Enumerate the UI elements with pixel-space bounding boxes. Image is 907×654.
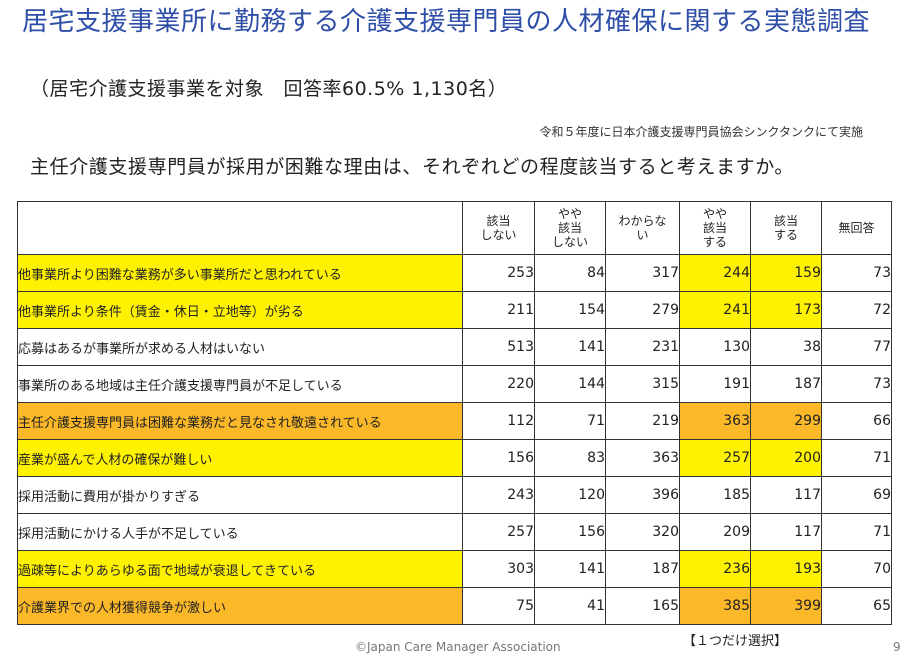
value-cell: 75	[462, 587, 535, 625]
row-label: 介護業界での人材獲得競争が激しい	[17, 587, 463, 625]
row-label: 採用活動にかける人手が不足している	[17, 513, 463, 551]
value-cell: 513	[462, 328, 535, 366]
value-cell: 71	[821, 513, 892, 551]
value-cell: 236	[679, 550, 751, 588]
value-cell: 70	[821, 550, 892, 588]
table-body: 他事業所より困難な業務が多い事業所だと思われている 253 84 317 244 159 7…	[17, 254, 892, 625]
header-cell: やや 該当 しない	[534, 201, 606, 255]
value-cell: 38	[750, 328, 822, 366]
value-cell: 71	[821, 439, 892, 477]
value-cell: 231	[605, 328, 680, 366]
row-label: 過疎等によりあらゆる面で地域が衰退してきている	[17, 550, 463, 588]
source-note: 令和５年度に日本介護支援専門員協会シンクタンクにて実施	[539, 125, 863, 139]
header-cell: 無回答	[821, 201, 892, 255]
header-cell: 該当 する	[750, 201, 822, 255]
header-cell: やや 該当 する	[679, 201, 751, 255]
header-label-blank	[17, 201, 463, 255]
value-cell: 156	[462, 439, 535, 477]
table-row: 主任介護支援専門員は困難な業務だと見なされ敬遠されている 112 71 219 363 2…	[17, 402, 892, 440]
table-header-row: 該当 しない やや 該当 しない わからな い やや 該当 する 該当 する 無…	[17, 201, 892, 255]
value-cell: 385	[679, 587, 751, 625]
row-label: 事業所のある地域は主任介護支援専門員が不足している	[17, 365, 463, 403]
header-cell: 該当 しない	[462, 201, 535, 255]
value-cell: 220	[462, 365, 535, 403]
value-cell: 41	[534, 587, 606, 625]
table-row: 応募はあるが事業所が求める人材はいない 513 141 231 130 38 77	[17, 328, 892, 366]
value-cell: 77	[821, 328, 892, 366]
table-row: 産業が盛んで人材の確保が難しい 156 83 363 257 200 71	[17, 439, 892, 477]
value-cell: 187	[605, 550, 680, 588]
value-cell: 69	[821, 476, 892, 514]
value-cell: 66	[821, 402, 892, 440]
value-cell: 399	[750, 587, 822, 625]
value-cell: 243	[462, 476, 535, 514]
survey-question: 主任介護支援専門員が採用が困難な理由は、それぞれどの程度該当すると考えますか。	[30, 156, 795, 178]
value-cell: 165	[605, 587, 680, 625]
value-cell: 83	[534, 439, 606, 477]
value-cell: 211	[462, 291, 535, 329]
table-row: 他事業所より困難な業務が多い事業所だと思われている 253 84 317 244 159 7…	[17, 254, 892, 292]
selection-note: 【１つだけ選択】	[683, 634, 788, 649]
value-cell: 303	[462, 550, 535, 588]
value-cell: 363	[605, 439, 680, 477]
value-cell: 159	[750, 254, 822, 292]
value-cell: 141	[534, 550, 606, 588]
survey-table: 該当 しない やや 該当 しない わからな い やや 該当 する 該当 する 無…	[17, 201, 892, 625]
page-subtitle: （居宅介護支援事業を対象 回答率60.5% 1,130名）	[30, 78, 508, 100]
row-label: 他事業所より困難な業務が多い事業所だと思われている	[17, 254, 463, 292]
value-cell: 156	[534, 513, 606, 551]
table-row: 過疎等によりあらゆる面で地域が衰退してきている 303 141 187 236 193 70	[17, 550, 892, 588]
value-cell: 241	[679, 291, 751, 329]
table-row: 採用活動に費用が掛かりすぎる 243 120 396 185 117 69	[17, 476, 892, 514]
value-cell: 193	[750, 550, 822, 588]
value-cell: 120	[534, 476, 606, 514]
value-cell: 185	[679, 476, 751, 514]
value-cell: 363	[679, 402, 751, 440]
value-cell: 112	[462, 402, 535, 440]
value-cell: 141	[534, 328, 606, 366]
table-row: 採用活動にかける人手が不足している 257 156 320 209 117 71	[17, 513, 892, 551]
value-cell: 144	[534, 365, 606, 403]
copyright-footer: ©Japan Care Manager Association	[355, 640, 561, 654]
value-cell: 253	[462, 254, 535, 292]
value-cell: 396	[605, 476, 680, 514]
value-cell: 71	[534, 402, 606, 440]
value-cell: 317	[605, 254, 680, 292]
value-cell: 72	[821, 291, 892, 329]
table-row: 他事業所より条件（賃金・休日・立地等）が劣る 211 154 279 241 173 72	[17, 291, 892, 329]
value-cell: 257	[462, 513, 535, 551]
value-cell: 209	[679, 513, 751, 551]
table-row: 事業所のある地域は主任介護支援専門員が不足している 220 144 315 191 187…	[17, 365, 892, 403]
value-cell: 244	[679, 254, 751, 292]
value-cell: 191	[679, 365, 751, 403]
value-cell: 279	[605, 291, 680, 329]
header-cell: わからな い	[605, 201, 680, 255]
value-cell: 187	[750, 365, 822, 403]
row-label: 採用活動に費用が掛かりすぎる	[17, 476, 463, 514]
row-label: 応募はあるが事業所が求める人材はいない	[17, 328, 463, 366]
value-cell: 154	[534, 291, 606, 329]
value-cell: 320	[605, 513, 680, 551]
value-cell: 173	[750, 291, 822, 329]
value-cell: 219	[605, 402, 680, 440]
value-cell: 65	[821, 587, 892, 625]
row-label: 他事業所より条件（賃金・休日・立地等）が劣る	[17, 291, 463, 329]
value-cell: 130	[679, 328, 751, 366]
row-label: 主任介護支援専門員は困難な業務だと見なされ敬遠されている	[17, 402, 463, 440]
value-cell: 117	[750, 513, 822, 551]
value-cell: 73	[821, 254, 892, 292]
table-row: 介護業界での人材獲得競争が激しい 75 41 165 385 399 65	[17, 587, 892, 625]
value-cell: 84	[534, 254, 606, 292]
value-cell: 299	[750, 402, 822, 440]
value-cell: 257	[679, 439, 751, 477]
row-label: 産業が盛んで人材の確保が難しい	[17, 439, 463, 477]
value-cell: 200	[750, 439, 822, 477]
value-cell: 315	[605, 365, 680, 403]
value-cell: 117	[750, 476, 822, 514]
page-title: 居宅支援事業所に勤務する介護支援専門員の人材確保に関する実態調査	[22, 7, 871, 37]
page-number: 9	[893, 640, 901, 654]
value-cell: 73	[821, 365, 892, 403]
